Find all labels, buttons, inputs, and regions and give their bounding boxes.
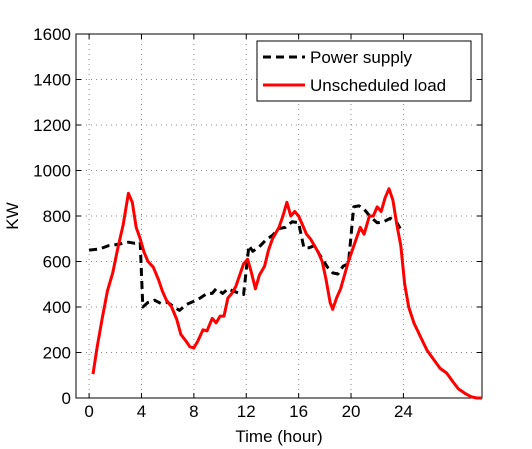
y-tick-label: 1400 <box>33 71 71 90</box>
x-tick-label: 20 <box>342 402 361 421</box>
x-tick-label: 8 <box>189 402 198 421</box>
x-tick-label: 16 <box>289 402 308 421</box>
y-tick-label: 600 <box>43 253 71 272</box>
legend-label-power-supply: Power supply <box>310 48 413 67</box>
y-tick-label: 0 <box>62 389 71 408</box>
legend-box <box>256 40 472 102</box>
series-line-unscheduled-load <box>91 187 482 400</box>
axis-ticks: 0 4 8 12 16 20 24 0 200 400 600 800 1000 1200 1400 1600 <box>33 25 482 421</box>
y-axis-label: KW <box>3 202 22 229</box>
series-line-power-supply <box>88 204 404 312</box>
y-tick-label: 1000 <box>33 162 71 181</box>
series-layer <box>88 187 482 400</box>
y-tick-label: 200 <box>43 344 71 363</box>
legend: Power supply Unscheduled load <box>256 40 472 102</box>
y-tick-label: 1600 <box>33 25 71 44</box>
y-tick-label: 1200 <box>33 116 71 135</box>
x-axis-label: Time (hour) <box>235 427 322 446</box>
x-tick-label: 12 <box>237 402 256 421</box>
legend-label-unscheduled-load: Unscheduled load <box>310 76 446 95</box>
y-tick-label: 400 <box>43 298 71 317</box>
x-tick-label: 0 <box>84 402 93 421</box>
x-tick-label: 24 <box>394 402 413 421</box>
x-tick-label: 4 <box>137 402 146 421</box>
y-tick-label: 800 <box>43 207 71 226</box>
